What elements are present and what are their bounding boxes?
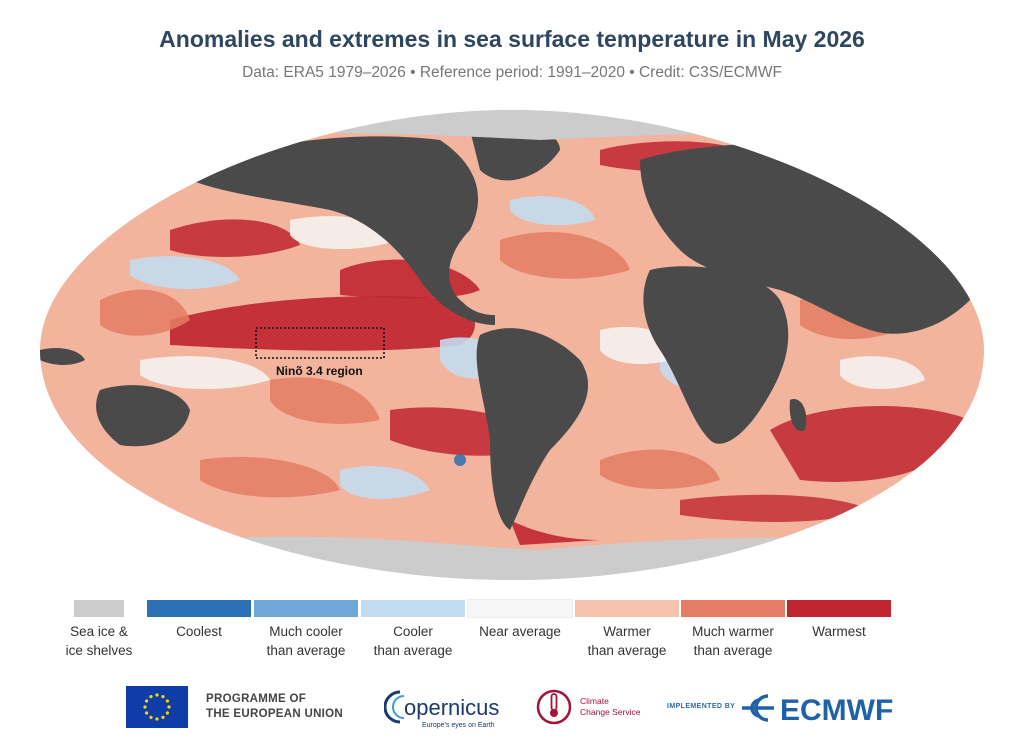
legend-label-line1: Near average xyxy=(479,624,561,639)
legend-label-7: Warmest xyxy=(779,622,899,641)
c3s-line1: Climate xyxy=(580,696,609,706)
legend-label-line1: Sea ice & xyxy=(70,624,128,639)
legend-label-line2: than average xyxy=(266,643,346,658)
sst-anomaly-map: Ninõ 3.4 region xyxy=(40,110,984,580)
legend-label-4: Near average xyxy=(460,622,580,641)
page-title: Anomalies and extremes in sea surface te… xyxy=(159,26,865,52)
australia xyxy=(96,385,190,447)
legend-label-line1: Warmest xyxy=(812,624,866,639)
programme-line2: THE EUROPEAN UNION xyxy=(206,708,344,720)
legend-swatch-4 xyxy=(467,599,573,618)
legend-label-line2: ice shelves xyxy=(65,643,133,658)
copernicus-logo: opernicus Europe's eyes on Earth xyxy=(384,690,499,729)
copernicus-wordmark: opernicus xyxy=(404,695,499,720)
legend-label-2: Much cooler than average xyxy=(246,622,366,660)
ecmwf-logo: ECMWF xyxy=(742,694,893,727)
africa xyxy=(643,266,789,444)
c3s-logo: Climate Change Service xyxy=(536,689,641,725)
ecmwf-wordmark: ECMWF xyxy=(780,694,893,727)
c3s-line2: Change Service xyxy=(580,707,641,717)
nino34-region-label: Ninõ 3.4 region xyxy=(276,364,363,378)
legend-label-line1: Warmer xyxy=(603,624,651,639)
legend-label-line1: Much cooler xyxy=(269,624,343,639)
legend-label-line2: than average xyxy=(373,643,453,658)
legend-label-line1: Coolest xyxy=(176,624,222,639)
legend-label-1: Coolest xyxy=(139,622,259,641)
legend-label-line2: than average xyxy=(587,643,667,658)
legend-label-line1: Much warmer xyxy=(692,624,774,639)
madagascar xyxy=(789,399,807,431)
north-america xyxy=(190,136,495,325)
legend-swatch-7 xyxy=(787,600,891,617)
nino34-region-box xyxy=(255,327,385,359)
legend-label-6: Much warmer than average xyxy=(673,622,793,660)
legend-swatch-1 xyxy=(147,600,251,617)
programme-text: PROGRAMME OF THE EUROPEAN UNION xyxy=(206,692,343,722)
indonesia xyxy=(40,348,85,365)
programme-line1: PROGRAMME OF xyxy=(206,693,307,705)
south-america xyxy=(476,328,589,530)
legend-label-0: Sea ice & ice shelves xyxy=(54,622,144,660)
legend-label-line2: than average xyxy=(693,643,773,658)
legend-label-line1: Cooler xyxy=(393,624,433,639)
legend-swatch-2 xyxy=(254,600,358,617)
implemented-by-text: IMPLEMENTED BY xyxy=(667,703,736,710)
legend-swatch-6 xyxy=(681,600,785,617)
legend-label-5: Warmer than average xyxy=(567,622,687,660)
legend-swatch-3 xyxy=(361,600,465,617)
legend-swatch-5 xyxy=(575,600,679,617)
warmest-patches xyxy=(170,141,970,545)
legend-swatch-0 xyxy=(74,600,124,617)
page-subtitle: Data: ERA5 1979–2026 • Reference period:… xyxy=(242,64,782,81)
copernicus-tagline: Europe's eyes on Earth xyxy=(422,722,495,729)
eu-flag-logo xyxy=(126,686,188,728)
legend-label-3: Cooler than average xyxy=(353,622,473,660)
